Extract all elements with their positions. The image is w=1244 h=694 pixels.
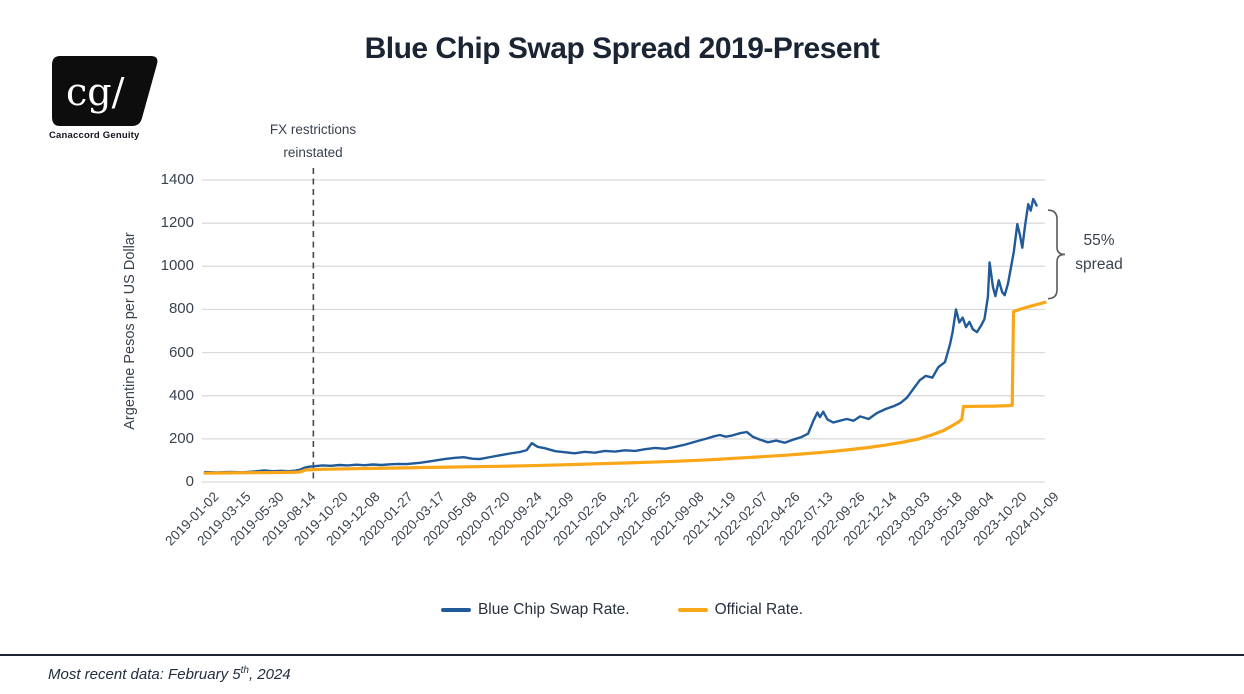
official-rate-line <box>203 300 1047 475</box>
fx-restrictions-annotation: FX restrictions reinstated <box>233 118 393 164</box>
chart-title: Blue Chip Swap Spread 2019-Present <box>364 32 880 65</box>
footer-note-suffix: , 2024 <box>248 666 291 683</box>
footer-note-superscript: th <box>240 665 249 676</box>
y-tick-label: 600 <box>168 343 194 361</box>
y-tick-label: 1400 <box>160 171 194 188</box>
legend-swatch <box>440 608 471 612</box>
y-tick-label: 200 <box>168 429 194 447</box>
spread-annotation-line2: spread <box>1075 256 1123 273</box>
legend-label: Blue Chip Swap Rate. <box>477 601 630 618</box>
legend-item: Blue Chip Swap Rate. <box>440 601 630 619</box>
logo-mark: cg/ <box>66 70 125 114</box>
footer-note-text: Most recent data: February 5 <box>48 666 241 683</box>
fx-restrictions-line1: FX restrictions <box>269 122 357 137</box>
legend-item: Official Rate. <box>677 601 804 619</box>
spread-annotation: 55% spread <box>1060 229 1138 277</box>
y-tick-label: 400 <box>168 386 194 404</box>
y-tick-label: 800 <box>168 300 194 318</box>
y-tick-label: 1200 <box>160 214 194 232</box>
legend-swatch <box>677 608 708 612</box>
canaccord-logo: cg/ <box>51 56 161 128</box>
footer-note: Most recent data: February 5th, 2024 <box>48 665 291 683</box>
chart-legend: Blue Chip Swap Rate. Official Rate. <box>0 601 1244 619</box>
spread-annotation-line1: 55% <box>1083 232 1115 249</box>
logo-shape-icon: cg/ <box>52 56 158 126</box>
y-tick-label: 1000 <box>160 257 194 275</box>
spread-bracket <box>1047 209 1066 300</box>
legend-label: Official Rate. <box>714 601 804 618</box>
blue-chip-swap-line <box>203 197 1038 474</box>
fx-restrictions-line2: reinstated <box>283 145 343 160</box>
y-tick-label: 0 <box>185 473 194 490</box>
logo-company-name: Canaccord Genuity <box>49 130 140 141</box>
footer-divider <box>0 654 1244 656</box>
